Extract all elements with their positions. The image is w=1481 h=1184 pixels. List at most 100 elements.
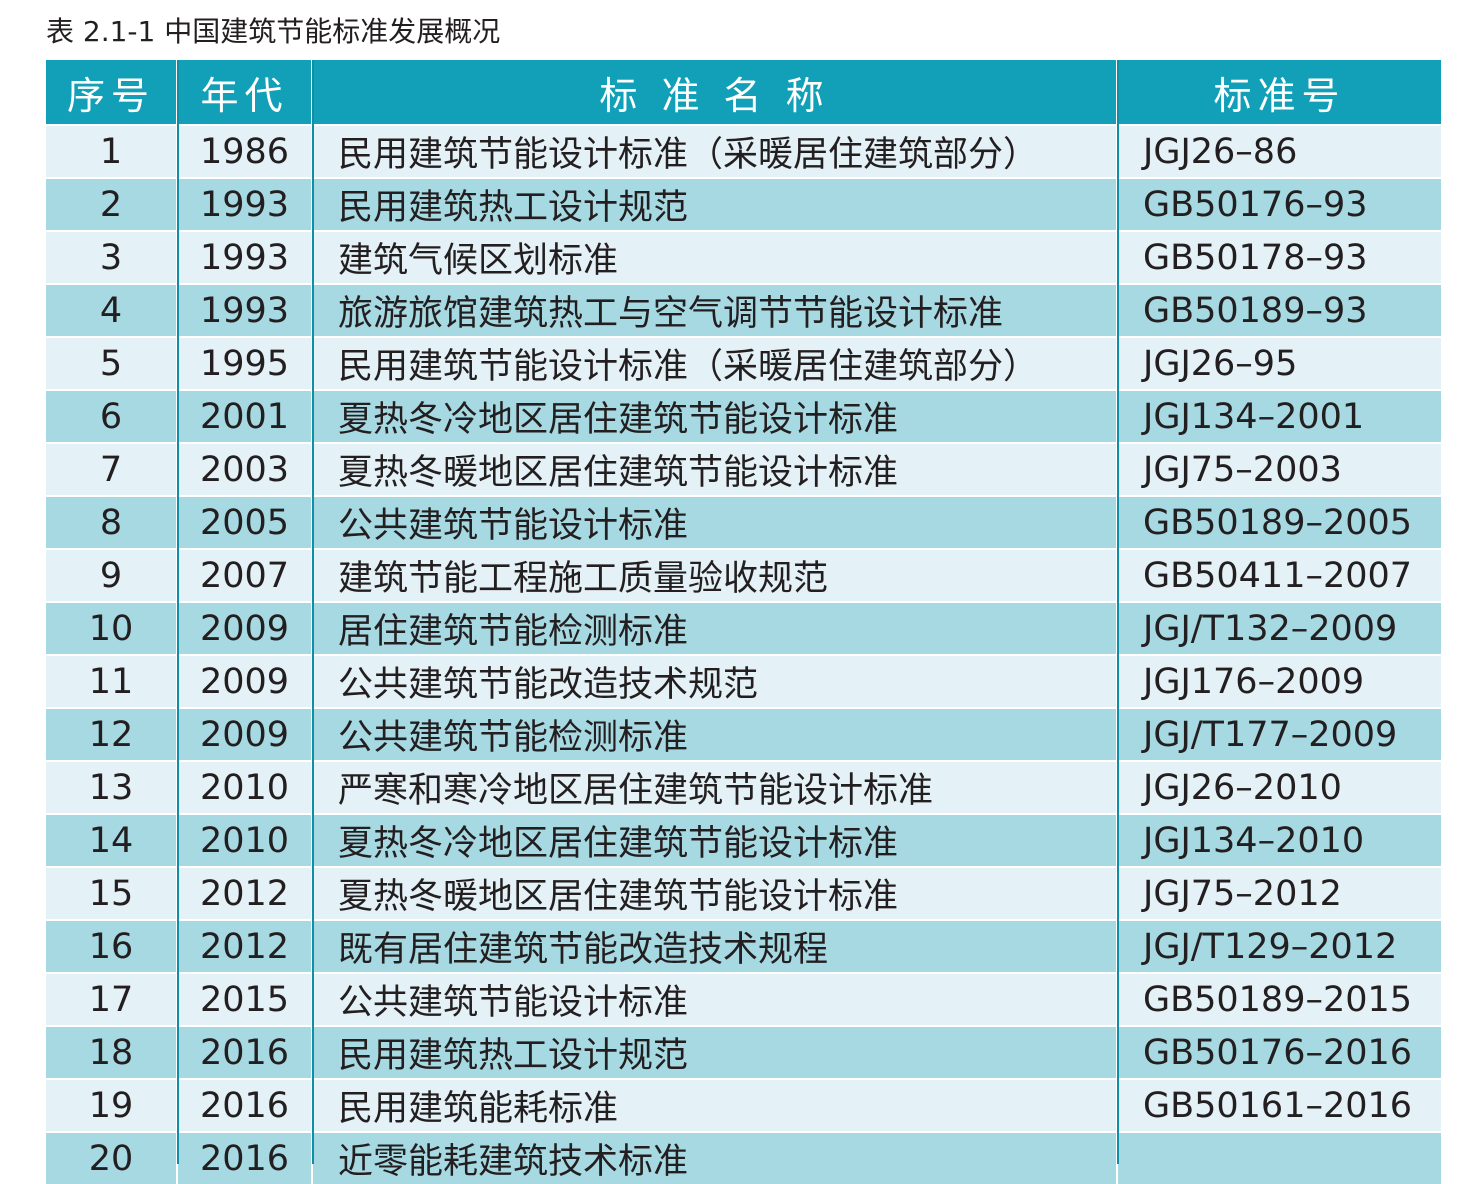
table-row: 1 1986 民用建筑节能设计标准（采暖居住建筑部分） JGJ26–86: [46, 124, 1441, 178]
cell-name: 公共建筑节能改造技术规范: [311, 654, 1117, 708]
cell-name: 公共建筑节能设计标准: [311, 495, 1117, 549]
cell-code: GB50189–93: [1116, 283, 1441, 337]
header-no: 序号: [46, 60, 177, 125]
cell-year: 1995: [176, 336, 312, 390]
table-row: 6 2001 夏热冬冷地区居住建筑节能设计标准 JGJ134–2001: [46, 389, 1441, 443]
cell-name: 夏热冬暖地区居住建筑节能设计标准: [311, 866, 1117, 920]
table-row: 16 2012 既有居住建筑节能改造技术规程 JGJ/T129–2012: [46, 919, 1441, 973]
table-caption: 表 2.1-1 中国建筑节能标准发展概况: [46, 15, 501, 48]
cell-no: 4: [46, 283, 177, 337]
cell-name: 民用建筑节能设计标准（采暖居住建筑部分）: [311, 336, 1117, 390]
cell-year: 2010: [176, 813, 312, 867]
cell-name: 建筑气候区划标准: [311, 230, 1117, 284]
cell-name: 旅游旅馆建筑热工与空气调节节能设计标准: [311, 283, 1117, 337]
table-row: 5 1995 民用建筑节能设计标准（采暖居住建筑部分） JGJ26–95: [46, 336, 1441, 390]
table-row: 12 2009 公共建筑节能检测标准 JGJ/T177–2009: [46, 707, 1441, 761]
cell-name: 民用建筑热工设计规范: [311, 177, 1117, 231]
table-row: 17 2015 公共建筑节能设计标准 GB50189–2015: [46, 972, 1441, 1026]
cell-name: 严寒和寒冷地区居住建筑节能设计标准: [311, 760, 1117, 814]
table-row: 11 2009 公共建筑节能改造技术规范 JGJ176–2009: [46, 654, 1441, 708]
cell-code: GB50411–2007: [1116, 548, 1441, 602]
cell-code: JGJ134–2001: [1116, 389, 1441, 443]
cell-year: 2007: [176, 548, 312, 602]
cell-no: 13: [46, 760, 177, 814]
cell-year: 2005: [176, 495, 312, 549]
header-name: 标 准 名 称: [311, 60, 1117, 125]
cell-name: 夏热冬冷地区居住建筑节能设计标准: [311, 813, 1117, 867]
cell-name: 夏热冬暖地区居住建筑节能设计标准: [311, 442, 1117, 496]
cell-year: 2016: [176, 1131, 312, 1184]
table-row: 2 1993 民用建筑热工设计规范 GB50176–93: [46, 177, 1441, 231]
cell-year: 2012: [176, 919, 312, 973]
cell-code: GB50176–93: [1116, 177, 1441, 231]
column-divider: [177, 60, 179, 1164]
cell-name: 公共建筑节能设计标准: [311, 972, 1117, 1026]
column-divider: [1117, 60, 1119, 1164]
cell-no: 8: [46, 495, 177, 549]
table-row: 14 2010 夏热冬冷地区居住建筑节能设计标准 JGJ134–2010: [46, 813, 1441, 867]
table-row: 10 2009 居住建筑节能检测标准 JGJ/T132–2009: [46, 601, 1441, 655]
table-row: 4 1993 旅游旅馆建筑热工与空气调节节能设计标准 GB50189–93: [46, 283, 1441, 337]
cell-name: 建筑节能工程施工质量验收规范: [311, 548, 1117, 602]
cell-no: 9: [46, 548, 177, 602]
cell-code: JGJ134–2010: [1116, 813, 1441, 867]
cell-code: JGJ/T132–2009: [1116, 601, 1441, 655]
cell-year: 1993: [176, 283, 312, 337]
cell-year: 2001: [176, 389, 312, 443]
header-year: 年代: [176, 60, 312, 125]
cell-code: GB50176–2016: [1116, 1025, 1441, 1079]
cell-year: 2009: [176, 654, 312, 708]
cell-year: 1986: [176, 124, 312, 178]
table-row: 7 2003 夏热冬暖地区居住建筑节能设计标准 JGJ75–2003: [46, 442, 1441, 496]
cell-code: [1116, 1131, 1441, 1184]
cell-code: JGJ26–2010: [1116, 760, 1441, 814]
cell-year: 2009: [176, 601, 312, 655]
cell-code: GB50178–93: [1116, 230, 1441, 284]
cell-name: 民用建筑节能设计标准（采暖居住建筑部分）: [311, 124, 1117, 178]
table-row: 18 2016 民用建筑热工设计规范 GB50176–2016: [46, 1025, 1441, 1079]
cell-no: 20: [46, 1131, 177, 1184]
cell-year: 2003: [176, 442, 312, 496]
cell-year: 2012: [176, 866, 312, 920]
table-row: 20 2016 近零能耗建筑技术标准: [46, 1131, 1441, 1184]
cell-year: 1993: [176, 230, 312, 284]
cell-no: 3: [46, 230, 177, 284]
table-row: 19 2016 民用建筑能耗标准 GB50161–2016: [46, 1078, 1441, 1132]
table-row: 9 2007 建筑节能工程施工质量验收规范 GB50411–2007: [46, 548, 1441, 602]
header-code: 标准号: [1116, 60, 1441, 125]
cell-no: 7: [46, 442, 177, 496]
cell-year: 1993: [176, 177, 312, 231]
cell-name: 民用建筑热工设计规范: [311, 1025, 1117, 1079]
cell-no: 18: [46, 1025, 177, 1079]
cell-year: 2015: [176, 972, 312, 1026]
table-row: 8 2005 公共建筑节能设计标准 GB50189–2005: [46, 495, 1441, 549]
cell-code: GB50161–2016: [1116, 1078, 1441, 1132]
cell-code: JGJ75–2003: [1116, 442, 1441, 496]
cell-code: JGJ75–2012: [1116, 866, 1441, 920]
standards-table: 序号 年代 标 准 名 称 标准号 1 1986 民用建筑节能设计标准（采暖居住建筑…: [46, 60, 1441, 1184]
cell-code: GB50189–2015: [1116, 972, 1441, 1026]
cell-year: 2009: [176, 707, 312, 761]
cell-name: 公共建筑节能检测标准: [311, 707, 1117, 761]
cell-code: GB50189–2005: [1116, 495, 1441, 549]
cell-code: JGJ26–95: [1116, 336, 1441, 390]
header-row: 序号 年代 标 准 名 称 标准号: [46, 60, 1441, 125]
table-body: 1 1986 民用建筑节能设计标准（采暖居住建筑部分） JGJ26–86 2 1993 民用…: [46, 124, 1441, 1184]
cell-no: 19: [46, 1078, 177, 1132]
table-row: 15 2012 夏热冬暖地区居住建筑节能设计标准 JGJ75–2012: [46, 866, 1441, 920]
cell-no: 11: [46, 654, 177, 708]
table-row: 3 1993 建筑气候区划标准 GB50178–93: [46, 230, 1441, 284]
cell-code: JGJ26–86: [1116, 124, 1441, 178]
cell-no: 12: [46, 707, 177, 761]
table-row: 13 2010 严寒和寒冷地区居住建筑节能设计标准 JGJ26–2010: [46, 760, 1441, 814]
cell-no: 14: [46, 813, 177, 867]
cell-no: 1: [46, 124, 177, 178]
cell-no: 15: [46, 866, 177, 920]
cell-name: 夏热冬冷地区居住建筑节能设计标准: [311, 389, 1117, 443]
cell-year: 2016: [176, 1078, 312, 1132]
cell-name: 居住建筑节能检测标准: [311, 601, 1117, 655]
cell-code: JGJ/T177–2009: [1116, 707, 1441, 761]
cell-code: JGJ/T129–2012: [1116, 919, 1441, 973]
cell-year: 2016: [176, 1025, 312, 1079]
cell-no: 2: [46, 177, 177, 231]
